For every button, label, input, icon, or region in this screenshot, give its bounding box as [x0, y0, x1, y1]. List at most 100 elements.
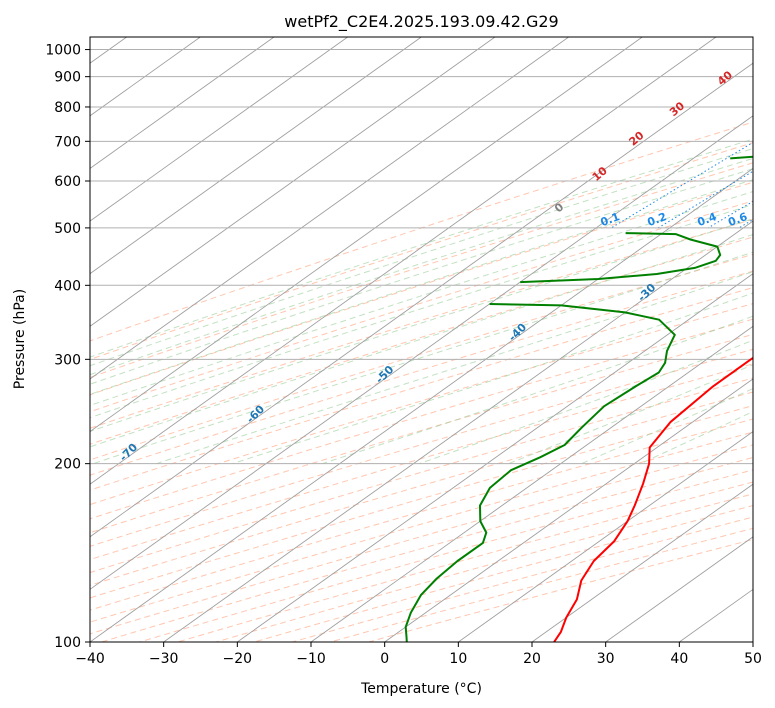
grid-lines: [90, 49, 753, 642]
background-lines: [90, 37, 753, 642]
mixing-ratio-label: 0.2: [646, 210, 669, 229]
dry-adiabat-line: [90, 236, 753, 445]
y-tick-label: 900: [54, 70, 81, 86]
y-tick-label: 400: [54, 278, 81, 294]
dry-adiabat-line: [90, 318, 753, 520]
moist-adiabat-label: 40: [715, 68, 735, 88]
dry-adiabat-line: [90, 405, 753, 599]
moist-adiabat-line: [90, 138, 753, 358]
isotherm-label: -80: [0, 479, 12, 502]
dry-adiabat-line: [215, 493, 753, 642]
x-tick-label: 50: [744, 651, 762, 667]
dry-adiabat-line: [90, 218, 753, 429]
dry-adiabat-line: [90, 418, 753, 611]
dewpoint-line: [520, 232, 722, 284]
mixing-ratio-label: 0.1: [599, 210, 622, 229]
chart-title: wetPf2_C2E4.2025.193.09.42.G29: [284, 12, 558, 32]
isotherm-line: [163, 220, 753, 642]
isotherm-label: -60: [244, 402, 267, 425]
mixing-ratio-line: [738, 219, 753, 229]
moist-adiabat-line: [90, 168, 753, 385]
moist-adiabat-line: [90, 148, 753, 367]
dry-adiabat-line: [254, 505, 753, 642]
x-tick-label: 40: [670, 651, 688, 667]
dry-adiabat-line: [101, 456, 753, 642]
x-tick-label: 30: [597, 651, 615, 667]
plot-frame: [89, 36, 754, 643]
dry-adiabat-line: [90, 200, 753, 413]
moist-adiabat-line: [90, 157, 753, 376]
isotherm-line: [90, 115, 753, 590]
dry-adiabat-line: [90, 444, 753, 635]
isotherm-line: [531, 483, 753, 642]
dry-adiabat-line: [90, 287, 753, 491]
isotherm-label: -40: [506, 320, 529, 343]
y-tick-label: 600: [54, 174, 81, 190]
moist-adiabat-line: [90, 179, 753, 395]
dry-adiabat-line: [292, 516, 753, 642]
x-tick-label: 20: [523, 651, 541, 667]
isotherm-line: [90, 167, 753, 642]
dry-adiabat-line: [90, 431, 753, 623]
isotherm-line: [384, 378, 753, 642]
y-tick-label: 800: [54, 100, 81, 116]
isotherm-line: [90, 37, 643, 433]
series-lines: [404, 155, 753, 642]
isotherm-line: [458, 430, 753, 642]
isotherm-label: -70: [117, 440, 140, 463]
x-tick-label: −30: [149, 651, 179, 667]
moist-adiabat-line: [508, 364, 753, 465]
mixing-ratio-label: 0.4: [696, 210, 719, 229]
x-axis-label: Temperature (°C): [360, 681, 482, 697]
isotherm-line: [90, 37, 275, 169]
dry-adiabat-line: [90, 253, 753, 461]
isotherm-line: [90, 62, 753, 538]
dewpoint-line: [404, 303, 676, 642]
dry-adiabat-line: [90, 303, 753, 506]
moist-adiabat-line: [90, 191, 753, 406]
isotherm-line: [90, 37, 422, 275]
temperature-line: [553, 356, 753, 642]
y-tick-label: 500: [54, 221, 81, 237]
mixing-ratio-line: [657, 170, 753, 229]
isotherm-line: [310, 325, 753, 642]
x-tick-label: 0: [380, 651, 389, 667]
axis-ticks: −40 −30 −20 −10 0 10 20 30 40 50 100 200 300 400 500 60…: [45, 43, 762, 667]
y-tick-label: 300: [54, 352, 81, 368]
isotherm-line: [752, 641, 753, 642]
isotherm-label: -20: [757, 246, 775, 269]
y-tick-label: 700: [54, 134, 81, 150]
isotherm-line: [90, 37, 496, 327]
isotherm-label: -30: [635, 281, 658, 304]
moist-adiabat-label: 20: [627, 129, 647, 149]
dry-adiabat-line: [90, 181, 753, 396]
x-tick-label: 10: [449, 651, 467, 667]
mixing-ratio-label: 0.6: [726, 210, 749, 229]
y-tick-label: 1000: [45, 43, 81, 59]
moist-adiabat-line: [156, 271, 753, 465]
y-tick-label: 100: [54, 635, 81, 651]
dry-adiabat-line: [177, 481, 753, 642]
moist-adiabat-line: [90, 234, 753, 448]
x-tick-label: −40: [75, 651, 105, 667]
x-tick-label: −20: [223, 651, 253, 667]
isotherm-line: [90, 37, 348, 222]
moist-adiabat-line: [232, 292, 753, 465]
dry-adiabat-line: [368, 538, 753, 642]
moist-adiabat-label: 30: [667, 99, 687, 119]
dry-adiabat-line: [90, 270, 753, 476]
isotherm-line: [90, 37, 717, 485]
dry-adiabat-line: [330, 527, 753, 642]
y-tick-label: 200: [54, 457, 81, 473]
isotherm-line: [237, 273, 753, 642]
moist-adiabat-line: [90, 218, 753, 432]
y-axis-label: Pressure (hPa): [12, 289, 28, 389]
dry-adiabat-line: [90, 391, 753, 586]
moist-adiabat-line: [90, 203, 753, 419]
isotherm-line: [90, 37, 569, 380]
isotherm-line: [679, 588, 753, 642]
dry-adiabat-line: [139, 469, 753, 642]
x-tick-label: −10: [296, 651, 326, 667]
isotherm-line: [90, 37, 201, 117]
